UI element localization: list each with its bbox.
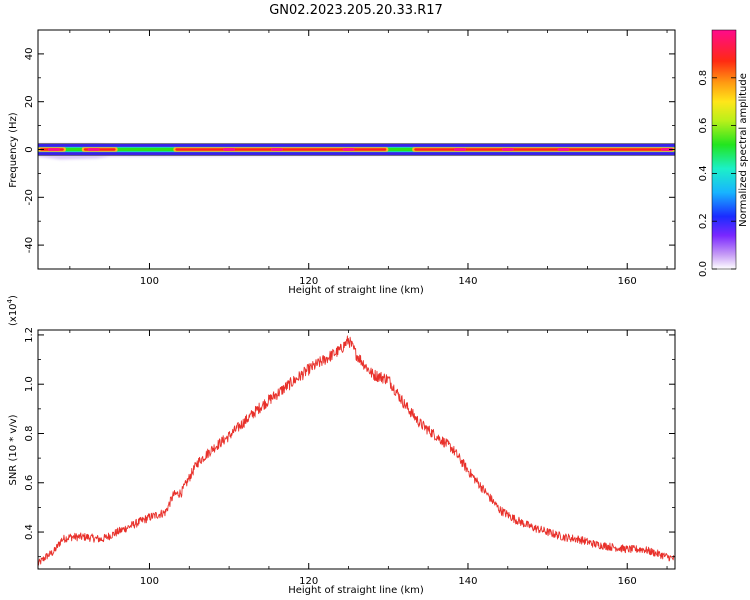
snr-x-ticks: 100 120 140 160 bbox=[69, 330, 668, 587]
colorbar-label: Normalized spectral amplitude bbox=[738, 73, 749, 227]
snr-y-axis-label: SNR (10 * v/v) bbox=[8, 414, 19, 485]
colorbar: 0.0 0.2 0.4 0.6 0.8 Normalized spectral ampl… bbox=[698, 29, 749, 277]
spectrogram-x-ticks: 100 120 140 160 bbox=[69, 30, 668, 287]
band-peak bbox=[47, 148, 60, 151]
spectrogram-x-tick-label: 160 bbox=[618, 276, 637, 287]
snr-series-line bbox=[38, 335, 675, 566]
band-peak bbox=[342, 148, 355, 151]
colorbar-tick-label: 0.2 bbox=[698, 213, 709, 229]
figure-title: GN02.2023.205.20.33.R17 bbox=[269, 3, 443, 18]
spectrogram-x-tick-label: 120 bbox=[299, 276, 318, 287]
snr-x-tick-label: 140 bbox=[458, 576, 477, 587]
colorbar-tick-label: 0.6 bbox=[698, 118, 709, 134]
colorbar-gradient bbox=[711, 29, 737, 270]
band-peak bbox=[661, 148, 674, 151]
spectrogram-band bbox=[38, 143, 675, 160]
band-peak bbox=[87, 148, 100, 151]
spectrogram-panel: 100 120 140 160 40 20 0 -20 -40 Height of strai… bbox=[8, 29, 676, 296]
spectrogram-x-tick-label: 100 bbox=[140, 276, 159, 287]
band-peak bbox=[501, 148, 514, 151]
band-peak bbox=[454, 148, 467, 151]
spectrogram-x-tick-label: 140 bbox=[458, 276, 477, 287]
spectrogram-y-tick-label: 20 bbox=[24, 95, 35, 108]
spectrogram-y-axis-label: Frequency (Hz) bbox=[8, 112, 19, 188]
snr-x-axis-label: Height of straight line (km) bbox=[288, 585, 424, 596]
spectrogram-y-tick-label: 40 bbox=[24, 48, 35, 61]
snr-y-tick-label: 0.8 bbox=[24, 426, 35, 442]
band-red-core bbox=[414, 148, 673, 151]
snr-x-tick-label: 160 bbox=[618, 576, 637, 587]
snr-x-tick-label: 100 bbox=[140, 576, 159, 587]
snr-panel: 100 120 140 160 0.4 0.6 0.8 1.0 1.2 Height of s… bbox=[6, 295, 676, 596]
snr-x-tick-label: 120 bbox=[299, 576, 318, 587]
spectrogram-x-axis-label: Height of straight line (km) bbox=[288, 285, 424, 296]
band-peak bbox=[270, 148, 283, 151]
colorbar-tick-label: 0.0 bbox=[698, 261, 709, 277]
spectrogram-y-tick-label: -40 bbox=[24, 237, 35, 253]
colorbar-tick-label: 0.8 bbox=[698, 70, 709, 86]
snr-y-tick-label: 0.4 bbox=[24, 524, 35, 540]
spectrogram-y-tick-label: 0 bbox=[24, 146, 35, 152]
spectrogram-y-tick-label: -20 bbox=[24, 189, 35, 205]
colorbar-tick-label: 0.4 bbox=[698, 165, 709, 181]
spectrogram-y-ticks: 40 20 0 -20 -40 bbox=[24, 29, 675, 270]
snr-y-ticks: 0.4 0.6 0.8 1.0 1.2 bbox=[24, 327, 675, 558]
band-peak bbox=[557, 148, 570, 151]
snr-plot-frame bbox=[37, 329, 676, 570]
band-peak bbox=[223, 148, 236, 151]
colorbar-ticks: 0.0 0.2 0.4 0.6 0.8 bbox=[698, 70, 736, 277]
snr-y-tick-label: 1.0 bbox=[24, 376, 35, 392]
snr-y-multiplier: (x104) bbox=[6, 295, 19, 326]
snr-y-tick-label: 1.2 bbox=[24, 327, 35, 343]
snr-y-tick-label: 0.6 bbox=[24, 475, 35, 491]
